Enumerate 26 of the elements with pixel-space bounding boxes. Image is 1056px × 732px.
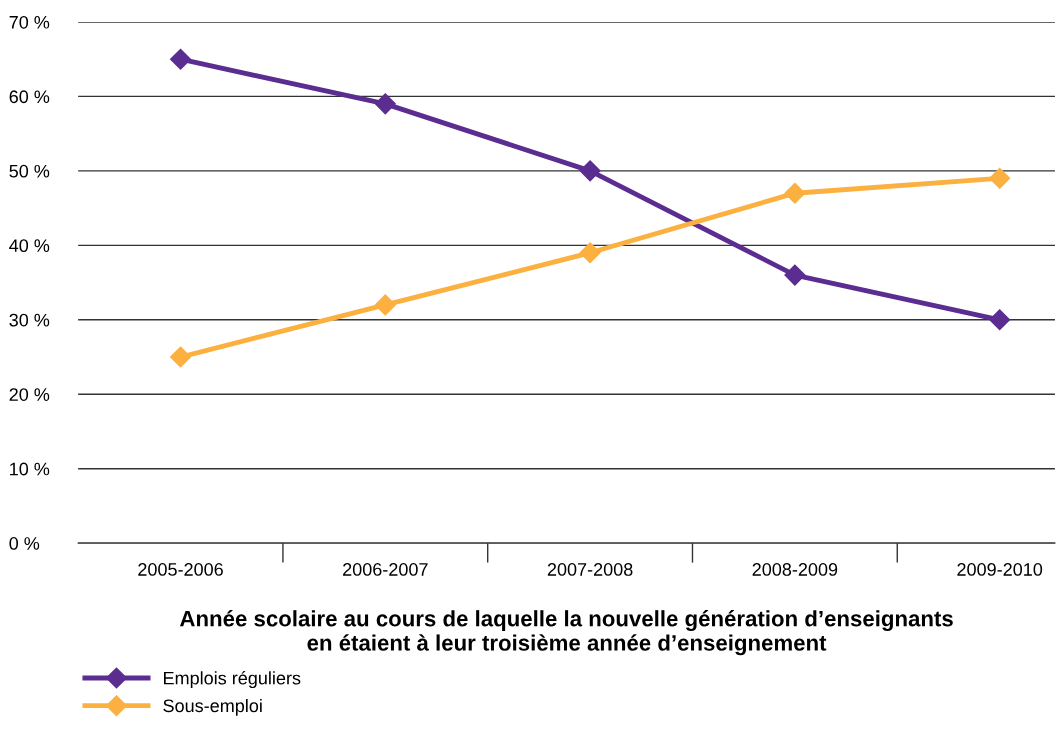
point bbox=[579, 242, 601, 264]
x-tick-label: 2008-2009 bbox=[752, 563, 838, 576]
x-tick-label: 2005-2006 bbox=[138, 563, 223, 576]
point bbox=[784, 182, 806, 204]
legend-label: Sous-emploi bbox=[163, 698, 262, 716]
x-tick-label: 2009-2010 bbox=[957, 563, 1043, 576]
y-tick-label: 40 % bbox=[9, 239, 50, 253]
point bbox=[989, 167, 1011, 189]
legend-label: Emplois réguliers bbox=[164, 671, 301, 689]
y-tick-label: 50 % bbox=[9, 164, 50, 178]
point bbox=[579, 160, 601, 182]
y-tick-label: 20 % bbox=[9, 388, 50, 401]
point bbox=[374, 294, 396, 316]
x-tick-label: 2007-2008 bbox=[547, 563, 633, 576]
y-tick-label: 0 % bbox=[9, 537, 40, 550]
point bbox=[170, 346, 192, 368]
y-tick-label: 60 % bbox=[9, 90, 50, 104]
x-axis-title: Année scolaire au cours de laquelle la nouvelle génération d’enseignants en étaient à leur troisième année d’enseignement bbox=[179, 609, 953, 656]
point bbox=[374, 93, 396, 115]
point bbox=[170, 48, 192, 70]
point bbox=[784, 264, 806, 286]
y-tick-label: 70 % bbox=[9, 15, 50, 29]
y-tick-label: 10 % bbox=[10, 462, 50, 476]
x-tick-label: 2006-2007 bbox=[343, 563, 428, 576]
y-tick-label: 30 % bbox=[9, 313, 50, 327]
point bbox=[989, 309, 1011, 331]
